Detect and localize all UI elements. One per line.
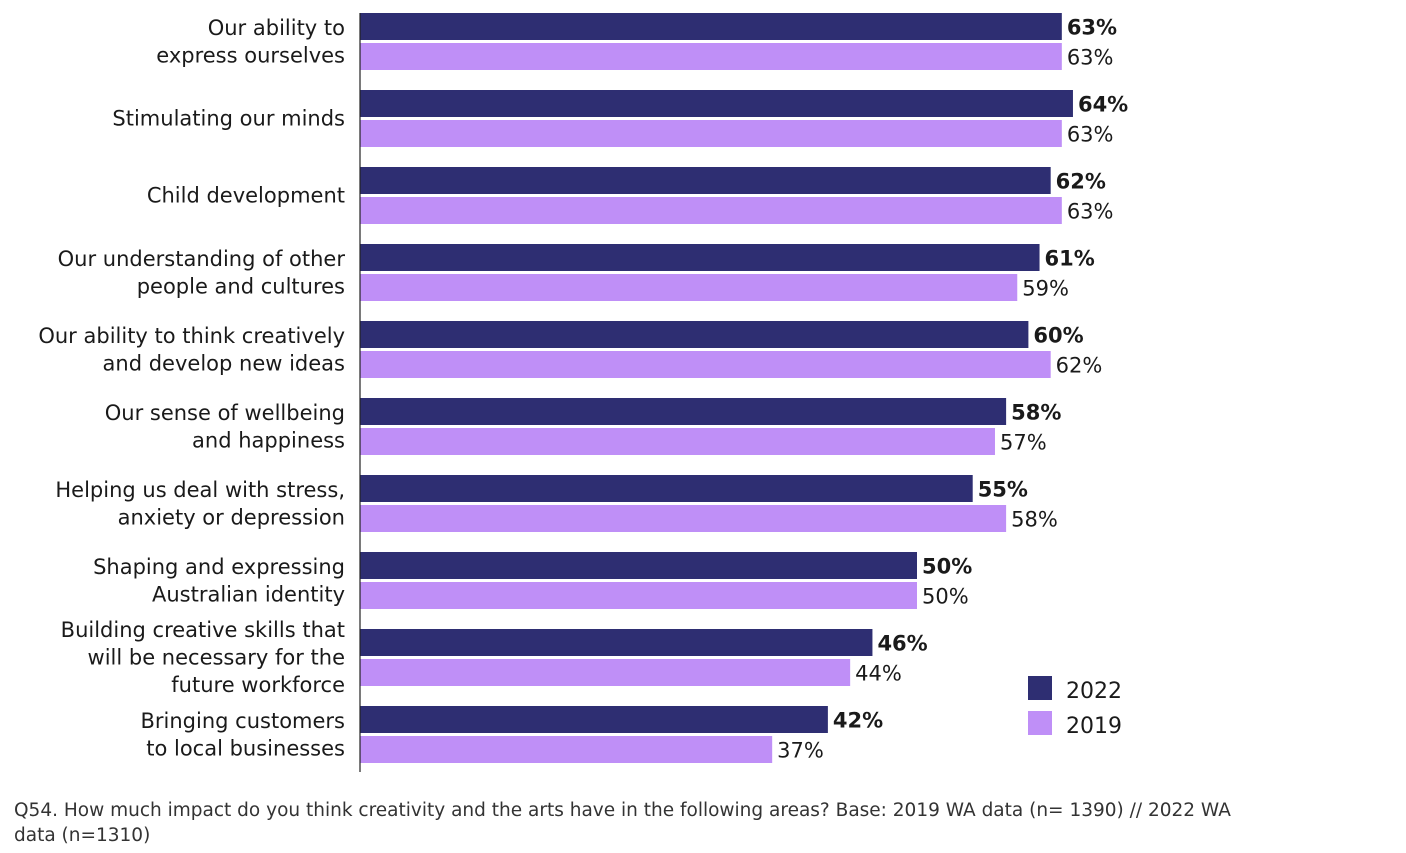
bar-2022-8: [360, 629, 873, 656]
data-label-2022-5: 58%: [1011, 401, 1061, 425]
bar-2019-3: [360, 274, 1018, 301]
bar-chart: 63% 63% Our ability to express ourselves 64%…: [38, 13, 1128, 772]
data-label-2019-0: 63%: [1067, 46, 1114, 70]
data-label-2022-6: 55%: [978, 478, 1028, 502]
bar-2019-2: [360, 197, 1062, 224]
legend-label-2019: 2019: [1066, 714, 1122, 739]
bar-2019-6: [360, 505, 1007, 532]
bar-2022-3: [360, 244, 1040, 271]
bar-2022-9: [360, 706, 828, 733]
category-label-0-0: Our ability to: [208, 16, 345, 40]
data-label-2022-2: 62%: [1056, 170, 1106, 194]
category-label-9-0: Bringing customers: [141, 709, 346, 733]
data-label-2019-2: 63%: [1067, 200, 1114, 224]
bar-2019-1: [360, 120, 1062, 147]
data-label-2019-5: 57%: [1000, 431, 1047, 455]
category-label-2-0: Child development: [147, 184, 345, 208]
bar-2019-9: [360, 736, 773, 763]
category-label-9-1: to local businesses: [146, 736, 345, 760]
data-label-2022-7: 50%: [922, 555, 972, 579]
bar-2019-0: [360, 43, 1062, 70]
data-label-2022-9: 42%: [833, 709, 883, 733]
bar-2022-2: [360, 167, 1051, 194]
category-label-7-1: Australian identity: [152, 582, 345, 606]
legend-swatch-2022: [1028, 676, 1052, 700]
category-label-4-1: and develop new ideas: [103, 351, 345, 375]
category-label-5-1: and happiness: [192, 428, 345, 452]
bar-2022-1: [360, 90, 1073, 117]
legend-swatch-2019: [1028, 711, 1052, 735]
category-label-1-0: Stimulating our minds: [112, 107, 345, 131]
category-label-7-0: Shaping and expressing: [93, 555, 345, 579]
category-label-3-1: people and cultures: [137, 274, 345, 298]
bar-2019-7: [360, 582, 917, 609]
category-label-0-1: express ourselves: [156, 43, 345, 67]
data-label-2019-9: 37%: [777, 739, 824, 763]
category-label-6-1: anxiety or depression: [118, 505, 345, 529]
data-label-2019-1: 63%: [1067, 123, 1114, 147]
legend-label-2022: 2022: [1066, 679, 1122, 704]
data-label-2022-1: 64%: [1078, 93, 1128, 117]
bar-2019-8: [360, 659, 851, 686]
bar-2022-7: [360, 552, 917, 579]
data-label-2019-8: 44%: [855, 662, 902, 686]
category-label-8-2: future workforce: [171, 673, 345, 697]
data-label-2019-7: 50%: [922, 585, 969, 609]
category-label-3-0: Our understanding of other: [58, 247, 346, 271]
data-label-2019-6: 58%: [1011, 508, 1058, 532]
data-label-2022-4: 60%: [1033, 324, 1083, 348]
bar-2019-4: [360, 351, 1051, 378]
category-label-6-0: Helping us deal with stress,: [55, 478, 345, 502]
bar-2022-6: [360, 475, 973, 502]
bar-2019-5: [360, 428, 995, 455]
data-label-2019-3: 59%: [1022, 277, 1069, 301]
bar-2022-4: [360, 321, 1029, 348]
footnote: Q54. How much impact do you think creati…: [14, 800, 1231, 846]
category-label-8-1: will be necessary for the: [88, 646, 345, 670]
category-label-4-0: Our ability to think creatively: [38, 324, 345, 348]
bar-2022-5: [360, 398, 1007, 425]
category-label-8-0: Building creative skills that: [61, 618, 345, 642]
category-label-5-0: Our sense of wellbeing: [105, 401, 345, 425]
data-label-2019-4: 62%: [1056, 354, 1103, 378]
data-label-2022-0: 63%: [1067, 16, 1117, 40]
data-label-2022-3: 61%: [1045, 247, 1095, 271]
bar-2022-0: [360, 13, 1062, 40]
data-label-2022-8: 46%: [877, 632, 927, 656]
